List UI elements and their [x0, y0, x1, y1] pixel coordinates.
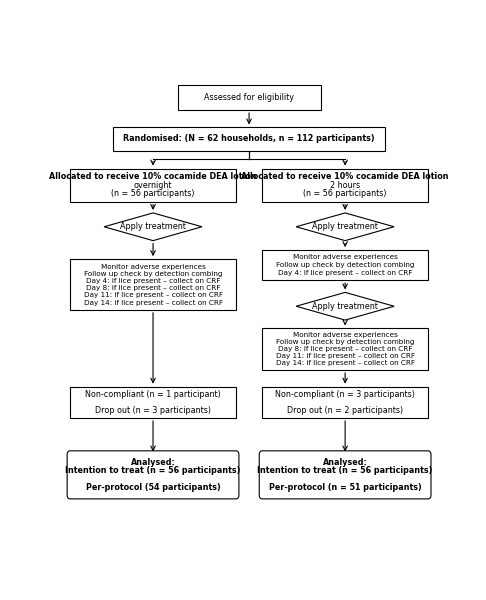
Text: Non-compliant (n = 1 participant): Non-compliant (n = 1 participant): [85, 389, 221, 398]
Text: (n = 56 participants): (n = 56 participants): [303, 189, 387, 198]
Text: Day 11: if lice present – collect on CRF: Day 11: if lice present – collect on CRF: [276, 353, 415, 359]
Text: Day 8: if lice present – collect on CRF: Day 8: if lice present – collect on CRF: [86, 285, 220, 291]
FancyBboxPatch shape: [70, 386, 236, 418]
Text: Allocated to receive 10% cocamide DEA lotion: Allocated to receive 10% cocamide DEA lo…: [242, 172, 449, 181]
Text: Day 4: if lice present – collect on CRF: Day 4: if lice present – collect on CRF: [86, 278, 220, 284]
Text: Apply treatment: Apply treatment: [312, 222, 378, 231]
FancyBboxPatch shape: [259, 451, 431, 499]
Text: Day 14: if lice present – collect on CRF: Day 14: if lice present – collect on CRF: [276, 361, 415, 367]
FancyBboxPatch shape: [262, 386, 428, 418]
Text: 2 hours: 2 hours: [330, 181, 360, 190]
Text: Day 4: if lice present – collect on CRF: Day 4: if lice present – collect on CRF: [278, 271, 412, 277]
Text: overnight: overnight: [134, 181, 172, 190]
Text: Intention to treat (n = 56 participants): Intention to treat (n = 56 participants): [65, 466, 241, 475]
Polygon shape: [104, 213, 202, 241]
Text: Assessed for eligibility: Assessed for eligibility: [204, 93, 294, 102]
Polygon shape: [296, 292, 394, 320]
Text: Monitor adverse experiences: Monitor adverse experiences: [101, 263, 206, 269]
Text: Follow up check by detection combing: Follow up check by detection combing: [84, 271, 222, 277]
Text: Randomised: (N = 62 households, n = 112 participants): Randomised: (N = 62 households, n = 112 …: [123, 134, 375, 143]
Text: Apply treatment: Apply treatment: [120, 222, 186, 231]
Text: Per-protocol (54 participants): Per-protocol (54 participants): [86, 483, 221, 492]
Text: Apply treatment: Apply treatment: [312, 302, 378, 311]
Text: Analysed:: Analysed:: [131, 458, 175, 467]
FancyBboxPatch shape: [67, 451, 239, 499]
FancyBboxPatch shape: [262, 328, 428, 370]
Text: Follow up check by detection combing: Follow up check by detection combing: [276, 339, 415, 345]
Text: Per-protocol (n = 51 participants): Per-protocol (n = 51 participants): [269, 483, 421, 492]
Text: Intention to treat (n = 56 participants): Intention to treat (n = 56 participants): [258, 466, 433, 475]
Text: Analysed:: Analysed:: [323, 458, 367, 467]
FancyBboxPatch shape: [114, 127, 385, 151]
Text: Monitor adverse experiences: Monitor adverse experiences: [293, 254, 398, 260]
Text: Non-compliant (n = 3 participants): Non-compliant (n = 3 participants): [275, 389, 415, 398]
Text: Day 11: if lice present – collect on CRF: Day 11: if lice present – collect on CRF: [84, 292, 223, 298]
Text: Allocated to receive 10% cocamide DEA lotion: Allocated to receive 10% cocamide DEA lo…: [49, 172, 257, 181]
Text: Day 14: if lice present – collect on CRF: Day 14: if lice present – collect on CRF: [84, 299, 223, 305]
Polygon shape: [296, 213, 394, 241]
Text: Drop out (n = 2 participants): Drop out (n = 2 participants): [287, 406, 403, 415]
Text: Follow up check by detection combing: Follow up check by detection combing: [276, 262, 415, 268]
FancyBboxPatch shape: [70, 169, 236, 202]
FancyBboxPatch shape: [70, 259, 236, 310]
FancyBboxPatch shape: [177, 85, 321, 110]
Text: (n = 56 participants): (n = 56 participants): [111, 189, 195, 198]
Text: Day 8: if lice present – collect on CRF: Day 8: if lice present – collect on CRF: [278, 346, 412, 352]
Text: Drop out (n = 3 participants): Drop out (n = 3 participants): [95, 406, 211, 415]
Text: Monitor adverse experiences: Monitor adverse experiences: [293, 332, 398, 338]
FancyBboxPatch shape: [262, 250, 428, 280]
FancyBboxPatch shape: [262, 169, 428, 202]
